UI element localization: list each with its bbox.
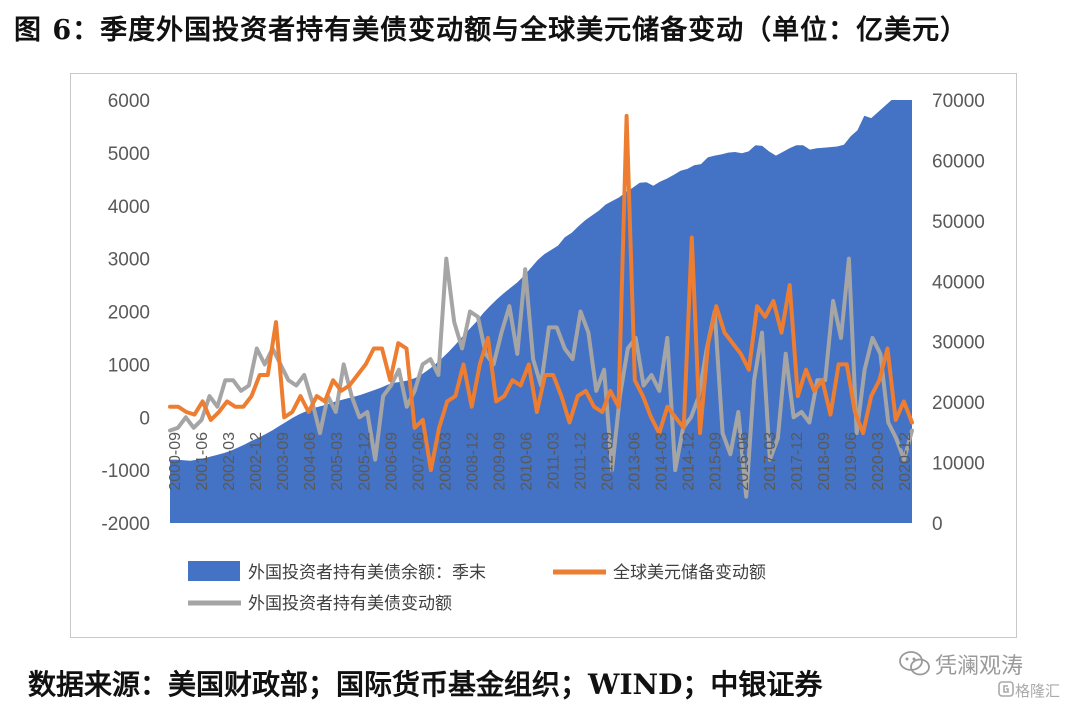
left-axis-tick-label: -1000 bbox=[101, 461, 150, 482]
x-axis-tick-label: 2014-03 bbox=[654, 432, 671, 491]
x-axis-tick-label: 2008-12 bbox=[464, 432, 481, 491]
x-axis-tick-label: 2016-06 bbox=[735, 432, 752, 491]
x-axis-tick-label: 2012-09 bbox=[600, 432, 617, 491]
x-axis-tick-label: 2002-03 bbox=[221, 432, 238, 491]
source-note: 数据来源：美国财政部；国际货币基金组织；WIND；中银证券 bbox=[28, 668, 823, 701]
chart-title: 图 6：季度外国投资者持有美债变动额与全球美元储备变动（单位：亿美元） bbox=[14, 15, 969, 46]
right-axis-tick-label: 50000 bbox=[932, 212, 985, 233]
right-axis-tick-label: 30000 bbox=[932, 333, 985, 354]
legend-label-area: 外国投资者持有美债余额：季末 bbox=[248, 563, 486, 583]
x-axis-tick-label: 2007-06 bbox=[410, 432, 427, 491]
x-axis-tick-label: 2000-09 bbox=[167, 432, 184, 491]
wechat-icon bbox=[899, 651, 930, 676]
x-axis-tick-label: 2001-06 bbox=[194, 432, 211, 491]
x-axis-tick-label: 2017-12 bbox=[789, 432, 806, 491]
right-axis-tick-label: 10000 bbox=[932, 454, 985, 475]
x-axis-tick-label: 2004-06 bbox=[302, 432, 319, 491]
left-axis-tick-label: -2000 bbox=[101, 514, 150, 535]
x-axis-tick-label: 2011-03 bbox=[546, 432, 563, 490]
left-axis-tick-label: 5000 bbox=[108, 144, 150, 165]
watermark: 凭澜观涛 格隆汇 bbox=[895, 648, 1075, 704]
left-axis-tick-label: 0 bbox=[139, 408, 150, 429]
x-axis-tick-label: 2020-03 bbox=[870, 432, 887, 491]
x-axis-tick-label: 2006-09 bbox=[383, 432, 400, 491]
legend-swatch-area bbox=[188, 561, 240, 581]
legend-label-orange: 全球美元储备变动额 bbox=[613, 563, 766, 583]
x-axis-tick-label: 2019-06 bbox=[843, 432, 860, 491]
left-axis-tick-label: 6000 bbox=[108, 91, 150, 112]
x-axis-tick-label: 2011-12 bbox=[573, 432, 590, 490]
left-axis-tick-label: 4000 bbox=[108, 197, 150, 218]
series-line-orange bbox=[168, 113, 914, 473]
left-axis-tick-label: 1000 bbox=[108, 355, 150, 376]
watermark-site: 格隆汇 bbox=[1015, 682, 1061, 700]
x-axis-tick-label: 2018-09 bbox=[816, 432, 833, 491]
x-axis-tick-label: 2014-12 bbox=[681, 432, 698, 491]
left-axis-tick-label: 2000 bbox=[108, 303, 150, 324]
x-axis-tick-label: 2013-06 bbox=[627, 432, 644, 491]
x-axis-tick-label: 2008-03 bbox=[437, 432, 454, 491]
chart-svg: 6000500040003000200010000-1000-200070000… bbox=[101, 91, 985, 614]
x-axis-tick-label: 2005-03 bbox=[329, 432, 346, 491]
x-axis-tick-label: 2017-03 bbox=[762, 432, 779, 491]
chart-frame bbox=[70, 73, 1017, 638]
right-axis-tick-label: 60000 bbox=[932, 151, 985, 172]
series-area-holdings bbox=[170, 100, 912, 523]
x-axis-tick-label: 2005-12 bbox=[356, 432, 373, 491]
x-axis-tick-label: 2003-09 bbox=[275, 432, 292, 491]
site-logo-icon bbox=[998, 681, 1014, 697]
left-axis-tick-label: 3000 bbox=[108, 250, 150, 271]
x-axis-tick-label: 2002-12 bbox=[248, 432, 265, 491]
x-axis-tick-label: 2015-09 bbox=[708, 432, 725, 491]
watermark-account: 凭澜观涛 bbox=[935, 654, 1024, 679]
x-axis-tick-label: 2020-12 bbox=[897, 432, 914, 491]
right-axis-tick-label: 20000 bbox=[932, 393, 985, 414]
x-axis-tick-label: 2009-09 bbox=[491, 432, 508, 491]
legend-label-gray: 外国投资者持有美债变动额 bbox=[248, 594, 452, 614]
right-axis-tick-label: 70000 bbox=[932, 91, 985, 112]
right-axis-tick-label: 0 bbox=[932, 514, 943, 535]
x-axis-tick-label: 2010-06 bbox=[519, 432, 536, 491]
right-axis-tick-label: 40000 bbox=[932, 272, 985, 293]
